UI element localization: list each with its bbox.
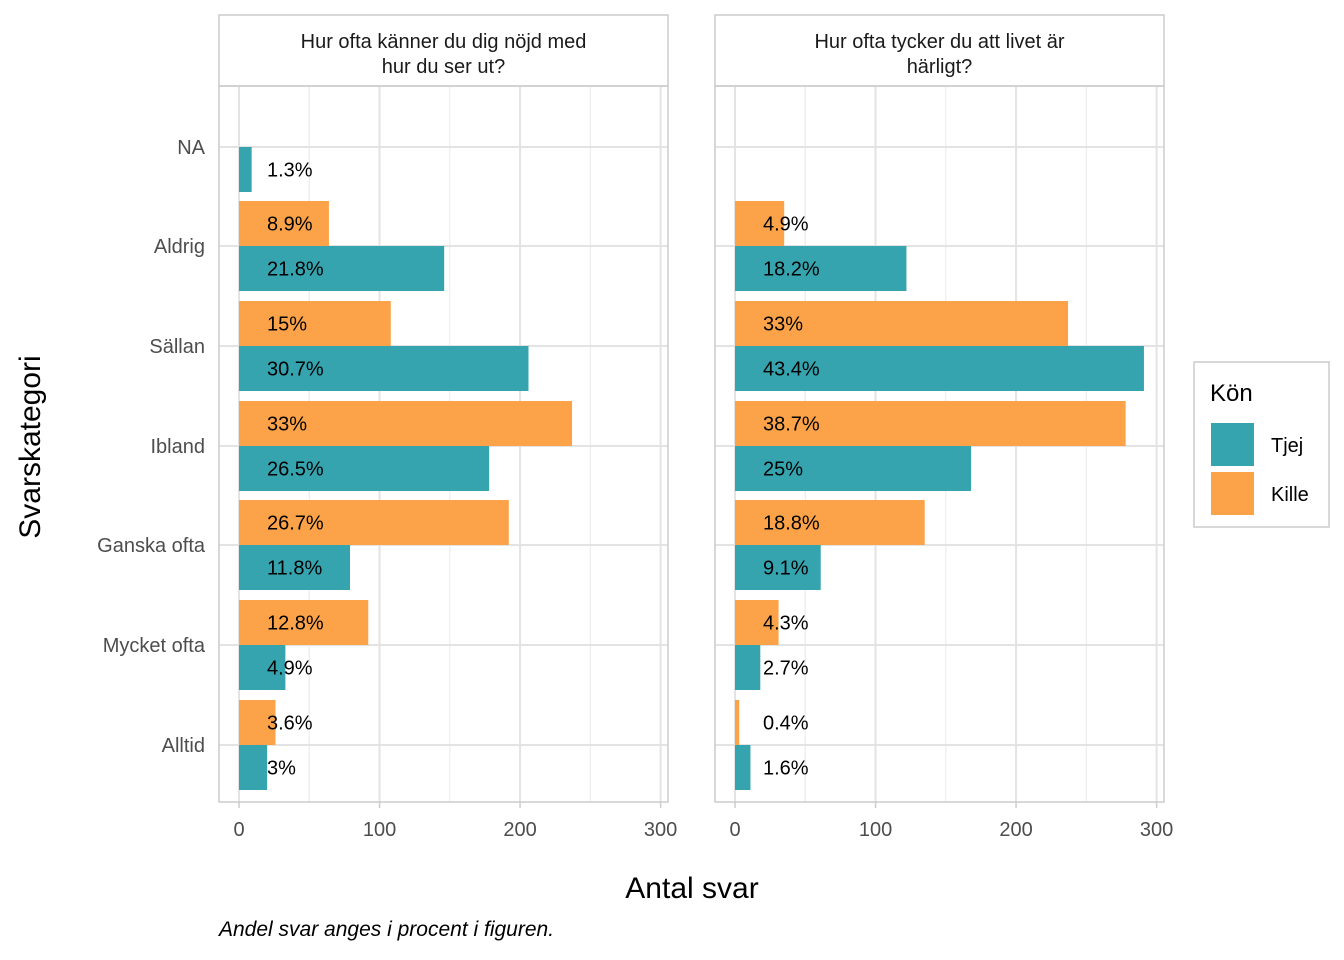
- bar-label: 18.8%: [763, 513, 820, 535]
- panel-border: [714, 85, 1165, 803]
- y-category-label: Aldrig: [154, 236, 205, 258]
- bar-label: 21.8%: [267, 259, 324, 281]
- y-axis-title: Svarskategori: [14, 355, 47, 538]
- legend-title: Kön: [1210, 380, 1253, 407]
- bar-label: 1.3%: [267, 160, 313, 182]
- bar-label: 8.9%: [267, 214, 313, 236]
- bar-kille: [239, 201, 329, 246]
- bar-label: 2.7%: [763, 658, 809, 680]
- bar-label: 38.7%: [763, 414, 820, 436]
- bar-kille: [239, 500, 509, 545]
- bar-tjej: [239, 745, 268, 790]
- x-tick-label: 0: [729, 819, 740, 841]
- bar-label: 12.8%: [267, 613, 324, 635]
- panel-border: [218, 85, 669, 803]
- y-category-label: Ibland: [151, 436, 206, 458]
- y-category-label: NA: [177, 137, 205, 159]
- bar-kille: [735, 401, 1126, 446]
- bar-kille: [735, 500, 925, 545]
- bar-label: 26.5%: [267, 459, 324, 481]
- bar-kille: [239, 301, 391, 346]
- bar-kille: [735, 600, 779, 645]
- bar-label: 4.9%: [267, 658, 313, 680]
- bar-label: 11.8%: [267, 558, 322, 580]
- facet-title-line: Hur ofta känner du dig nöjd med: [301, 31, 587, 53]
- chart-caption: Andel svar anges i procent i figuren.: [219, 918, 555, 941]
- bar-tjej: [735, 446, 972, 491]
- bar-tjej: [735, 346, 1144, 391]
- bar-tjej: [239, 147, 252, 192]
- bar-label: 9.1%: [763, 558, 809, 580]
- bar-tjej: [239, 645, 286, 690]
- x-tick-label: 0: [233, 819, 244, 841]
- bar-kille: [735, 301, 1069, 346]
- y-category-label: Mycket ofta: [103, 635, 206, 657]
- legend-label: Kille: [1271, 484, 1309, 506]
- legend-swatch: [1211, 423, 1254, 466]
- bar-tjej: [239, 246, 445, 291]
- bar-label: 26.7%: [267, 513, 324, 535]
- bar-tjej: [735, 545, 821, 590]
- legend-swatch: [1211, 472, 1254, 515]
- facet-strip: [218, 14, 669, 87]
- y-category-label: Alltid: [162, 735, 205, 757]
- x-tick-label: 100: [859, 819, 892, 841]
- bar-label: 1.6%: [763, 758, 809, 780]
- x-tick-label: 100: [363, 819, 396, 841]
- bar-label: 33%: [763, 314, 803, 336]
- bar-kille: [239, 401, 573, 446]
- y-category-label: Sällan: [149, 336, 205, 358]
- bar-label: 3%: [267, 758, 296, 780]
- bar-tjej: [735, 745, 751, 790]
- bar-label: 25%: [763, 459, 803, 481]
- facet-title-line: Hur ofta tycker du att livet är: [814, 31, 1064, 53]
- x-tick-label: 300: [1140, 819, 1173, 841]
- bar-tjej: [239, 346, 529, 391]
- bar-label: 30.7%: [267, 359, 324, 381]
- y-category-label: Ganska ofta: [97, 535, 206, 557]
- bar-kille: [735, 700, 740, 745]
- x-axis-title: Antal svar: [625, 872, 758, 905]
- bar-kille: [239, 600, 369, 645]
- bar-label: 4.9%: [763, 214, 809, 236]
- bar-kille: [239, 700, 276, 745]
- x-tick-label: 200: [503, 819, 536, 841]
- bar-label: 3.6%: [267, 713, 313, 735]
- bar-tjej: [735, 246, 907, 291]
- bar-tjej: [239, 446, 490, 491]
- x-tick-label: 200: [999, 819, 1032, 841]
- bar-label: 33%: [267, 414, 307, 436]
- bar-tjej: [239, 545, 351, 590]
- bar-label: 4.3%: [763, 613, 809, 635]
- bar-kille: [735, 201, 785, 246]
- facet-title-line: hur du ser ut?: [382, 56, 505, 78]
- bar-label: 43.4%: [763, 359, 820, 381]
- legend-label: Tjej: [1271, 435, 1303, 457]
- facet-strip: [714, 14, 1165, 87]
- facet-title-line: härligt?: [907, 56, 973, 78]
- bar-label: 15%: [267, 314, 307, 336]
- x-tick-label: 300: [644, 819, 677, 841]
- bar-label: 18.2%: [763, 259, 820, 281]
- bar-label: 0.4%: [763, 713, 809, 735]
- bar-tjej: [735, 645, 761, 690]
